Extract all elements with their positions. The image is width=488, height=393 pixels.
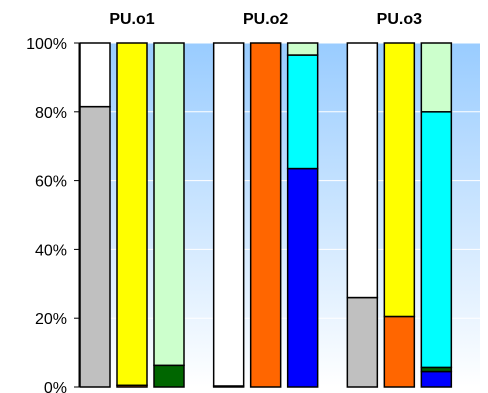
bar-segment — [286, 54, 319, 170]
y-tick-label: 0% — [44, 380, 67, 393]
group-label: PU.o2 — [243, 11, 288, 28]
bar-segment — [153, 42, 185, 367]
bar-segment — [79, 105, 111, 388]
bar-segment — [383, 315, 416, 388]
bar-segment — [249, 42, 282, 388]
y-tick-label: 40% — [35, 242, 67, 259]
y-tick-label: 20% — [35, 311, 67, 328]
y-tick-label: 60% — [35, 174, 67, 191]
bar-segment — [212, 42, 245, 387]
y-tick-label: 100% — [26, 36, 67, 53]
bar-segment — [346, 296, 379, 388]
bar-segment — [383, 42, 416, 318]
y-tick-label: 80% — [35, 105, 67, 122]
bar-segment — [286, 42, 319, 56]
bar-segment — [420, 111, 453, 369]
bar-segment — [116, 42, 148, 387]
bar-segment — [79, 42, 111, 108]
bar-segment — [286, 167, 319, 388]
group-label: PU.o3 — [377, 11, 422, 28]
bar-segment — [346, 42, 379, 299]
bar-segment — [153, 364, 185, 388]
bar-segment — [420, 370, 453, 388]
group-label: PU.o1 — [109, 11, 154, 28]
bar-segment — [420, 42, 453, 113]
